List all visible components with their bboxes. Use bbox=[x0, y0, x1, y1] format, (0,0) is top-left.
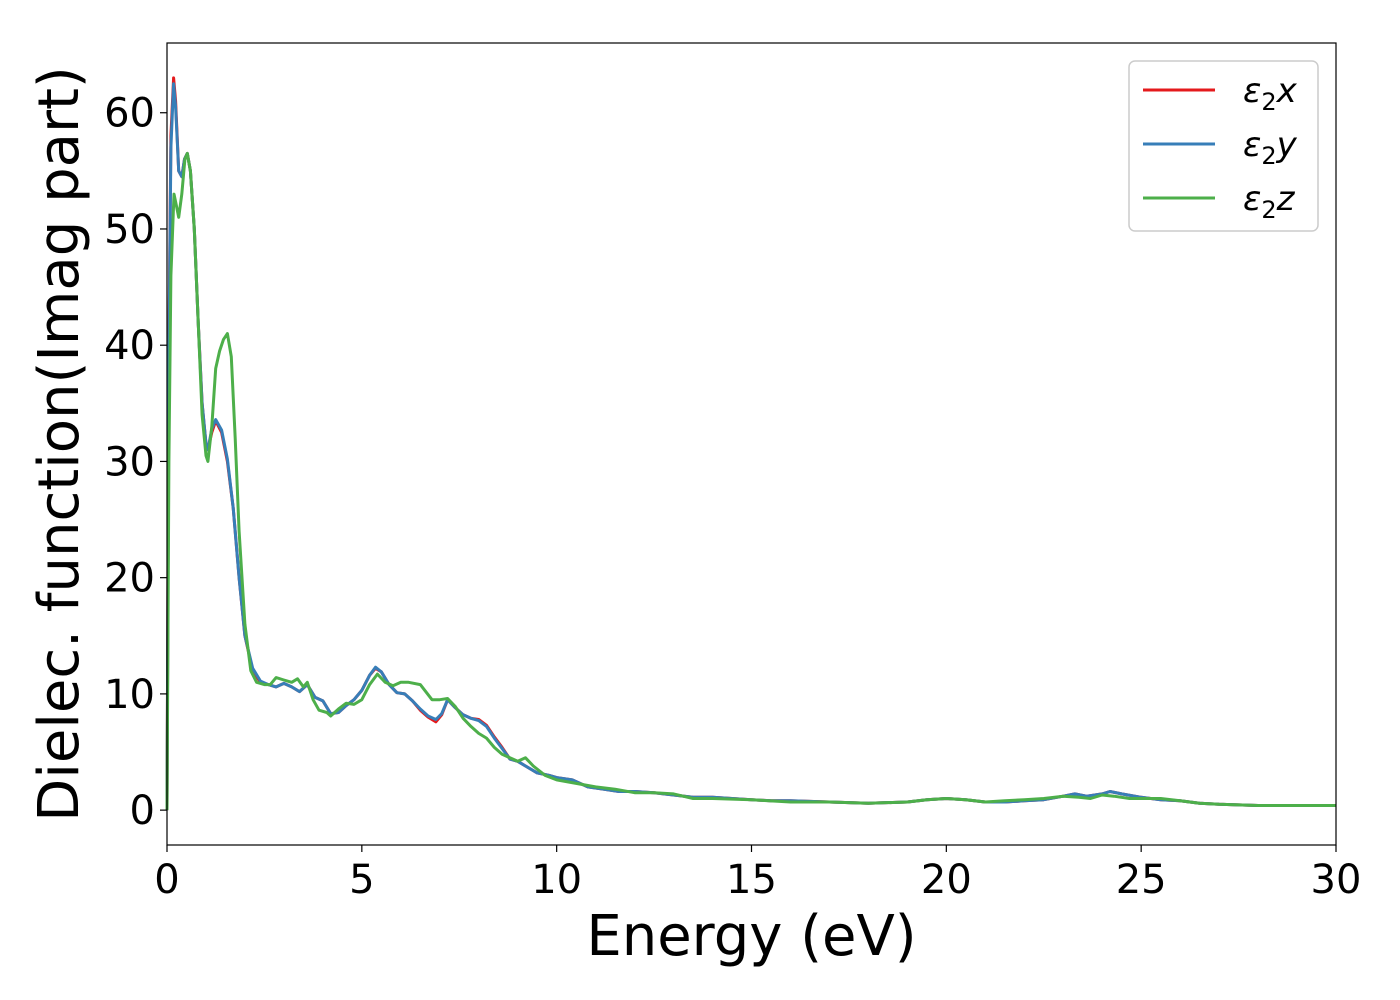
x-axis: 0 5 10 15 20 25 30 bbox=[154, 845, 1361, 903]
legend-label-x: ε2x bbox=[1243, 71, 1298, 116]
legend-component: x bbox=[1276, 71, 1298, 111]
x-tick-label: 15 bbox=[726, 857, 777, 903]
legend-subscript: 2 bbox=[1261, 88, 1276, 116]
x-tick-label: 25 bbox=[1116, 857, 1167, 903]
y-tick-label: 50 bbox=[104, 207, 155, 253]
series-line-z bbox=[165, 151, 1336, 811]
y-tick-label: 60 bbox=[104, 91, 155, 137]
x-tick-label: 30 bbox=[1311, 857, 1362, 903]
legend-label-y: ε2y bbox=[1243, 125, 1298, 170]
x-tick-label: 0 bbox=[154, 857, 179, 903]
legend-symbol: ε bbox=[1243, 71, 1261, 111]
series-layer bbox=[165, 76, 1336, 811]
legend-symbol: ε bbox=[1243, 125, 1261, 165]
x-tick-label: 5 bbox=[349, 857, 374, 903]
y-tick-label: 40 bbox=[104, 323, 155, 369]
legend-symbol: ε bbox=[1243, 179, 1261, 219]
legend-subscript: 2 bbox=[1261, 142, 1276, 170]
legend-component: z bbox=[1276, 179, 1296, 219]
x-tick-label: 20 bbox=[921, 857, 972, 903]
y-tick-label: 10 bbox=[104, 672, 155, 718]
x-axis-label: Energy (eV) bbox=[586, 904, 916, 969]
y-axis: 0 10 20 30 40 50 60 bbox=[104, 91, 167, 834]
x-tick-label: 10 bbox=[531, 857, 582, 903]
legend-component: y bbox=[1276, 125, 1298, 165]
legend-subscript: 2 bbox=[1261, 196, 1276, 224]
legend-box bbox=[1128, 60, 1319, 232]
y-tick-label: 20 bbox=[104, 556, 155, 602]
legend-label-z: ε2z bbox=[1243, 179, 1296, 224]
y-tick-label: 30 bbox=[104, 439, 155, 485]
y-tick-label: 0 bbox=[130, 788, 155, 834]
y-axis-label: Dielec. function(Imag part) bbox=[27, 66, 92, 822]
